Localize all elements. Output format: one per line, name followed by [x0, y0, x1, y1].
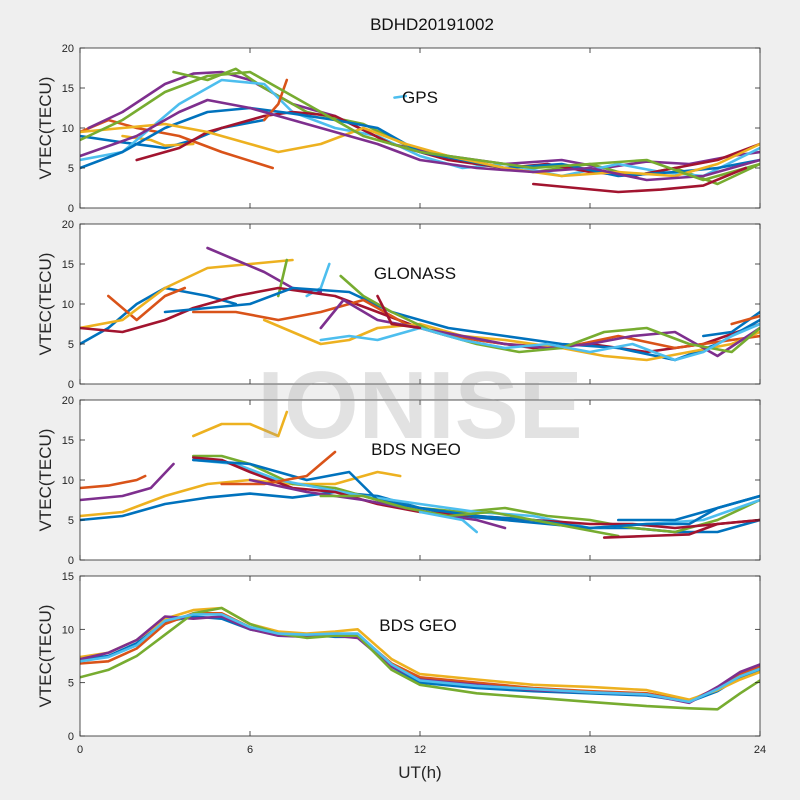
- x-tick-label: 18: [584, 744, 596, 756]
- series-line: [80, 70, 760, 182]
- x-tick-label: 24: [754, 744, 766, 756]
- panel-0: 0 5 10 15 20 VTEC(TECU) GPS: [36, 43, 761, 215]
- x-tick-label: 12: [414, 744, 426, 756]
- series-line: [80, 122, 760, 178]
- y-tick-label: 10: [62, 475, 74, 487]
- series-line: [121, 134, 195, 147]
- series-line: [80, 606, 760, 702]
- series-line: [339, 274, 760, 354]
- series-line: [376, 294, 422, 330]
- series-line: [393, 94, 408, 99]
- panel-label: GLONASS: [374, 264, 456, 283]
- panel-label: BDS NGEO: [371, 440, 461, 459]
- series-line: [192, 410, 289, 438]
- y-tick-label: 0: [68, 203, 74, 215]
- series-group: [80, 410, 760, 539]
- plot-area: [80, 576, 760, 736]
- y-tick-label: 0: [68, 555, 74, 567]
- y-tick-label: 0: [68, 379, 74, 391]
- y-axis-label: VTEC(TECU): [36, 253, 55, 356]
- series-line: [192, 456, 760, 530]
- y-tick-label: 15: [62, 435, 74, 447]
- series-line: [319, 494, 620, 538]
- y-tick-label: 20: [62, 219, 74, 231]
- series-group: [80, 246, 760, 362]
- y-tick-label: 0: [68, 731, 74, 743]
- watermark: IONISE: [257, 352, 582, 459]
- series-line: [192, 454, 760, 534]
- x-axis-label: UT(h): [398, 763, 441, 782]
- x-tick-label: 0: [77, 744, 83, 756]
- x-tick-label: 6: [247, 744, 253, 756]
- y-axis-label: VTEC(TECU): [36, 429, 55, 532]
- plot-area: [80, 224, 760, 384]
- series-line: [107, 286, 187, 322]
- y-tick-label: 20: [62, 43, 74, 55]
- y-tick-label: 5: [68, 678, 74, 690]
- y-tick-label: 15: [62, 571, 74, 583]
- series-line: [602, 518, 760, 539]
- series-line: [80, 258, 294, 330]
- panels: 0 5 10 15 20 VTEC(TECU) GPS 0 5 10 15 20 VTEC(TECU) G…: [36, 43, 766, 756]
- series-group: [80, 67, 760, 194]
- figure-title: BDHD20191002: [370, 15, 494, 34]
- y-tick-label: 5: [68, 163, 74, 175]
- series-line: [192, 458, 760, 530]
- y-tick-label: 10: [62, 624, 74, 636]
- series-line: [418, 510, 479, 534]
- panel-1: 0 5 10 15 20 VTEC(TECU) GLONASS: [36, 219, 761, 391]
- series-group: [80, 606, 760, 711]
- panel-3: 0 5 10 15 0 6 12 18 24 VTEC(TECU) BDS GEO: [36, 571, 766, 756]
- series-line: [616, 494, 760, 522]
- panel-2: 0 5 10 15 20 VTEC(TECU) BDS NGEO: [36, 395, 761, 567]
- plot-area: [80, 400, 760, 560]
- series-line: [531, 166, 748, 194]
- y-axis-label: VTEC(TECU): [36, 77, 55, 180]
- panel-label: GPS: [402, 88, 438, 107]
- series-line: [262, 318, 760, 362]
- y-tick-label: 5: [68, 515, 74, 527]
- y-tick-label: 5: [68, 339, 74, 351]
- series-line: [276, 258, 289, 298]
- series-line: [80, 606, 760, 711]
- series-line: [319, 322, 760, 362]
- series-line: [80, 474, 147, 490]
- series-line: [80, 613, 760, 704]
- series-line: [730, 314, 760, 326]
- panel-label: BDS GEO: [379, 616, 456, 635]
- y-tick-label: 15: [62, 259, 74, 271]
- y-tick-label: 10: [62, 299, 74, 311]
- y-tick-label: 20: [62, 395, 74, 407]
- y-axis-label: VTEC(TECU): [36, 605, 55, 708]
- series-line: [80, 462, 175, 502]
- series-line: [80, 98, 760, 182]
- y-tick-label: 15: [62, 83, 74, 95]
- series-line: [220, 450, 337, 486]
- y-tick-label: 10: [62, 123, 74, 135]
